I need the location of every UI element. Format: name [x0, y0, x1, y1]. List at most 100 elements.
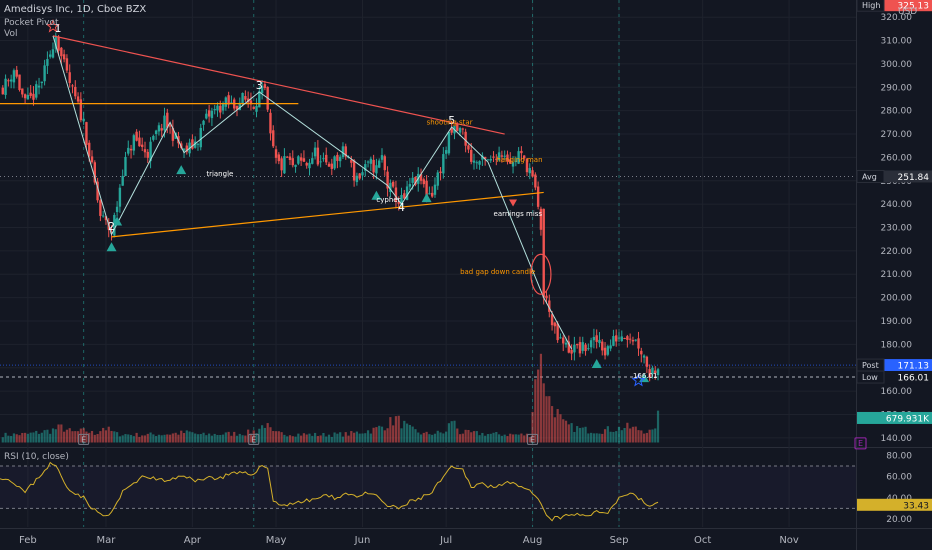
volume-bar — [247, 429, 250, 443]
candle-body — [35, 84, 38, 98]
candle-body — [32, 93, 35, 100]
volume-bar — [620, 430, 623, 443]
candle-body — [244, 96, 247, 100]
volume-bar — [29, 432, 32, 443]
rsi-title: RSI (10, close) — [4, 452, 69, 462]
candle-body — [68, 72, 71, 83]
candle-body — [436, 172, 439, 186]
pivot-label-1: 1 — [54, 22, 61, 35]
candle-body — [344, 146, 347, 157]
candle-body — [207, 110, 211, 117]
volume-bar — [113, 431, 116, 443]
annotation-label: hanging man — [496, 156, 542, 164]
volume-bar — [135, 432, 138, 443]
time-tick-label: Mar — [97, 535, 117, 546]
volume-bar — [629, 428, 632, 443]
candle-body — [405, 186, 409, 200]
candle-body — [534, 174, 537, 188]
pattern-path — [52, 35, 573, 350]
candle-body — [408, 184, 412, 187]
candle-body — [361, 172, 364, 176]
volume-bar — [400, 428, 403, 443]
candle-body — [316, 147, 320, 165]
candle-body — [90, 156, 94, 163]
volume-bar — [132, 436, 135, 443]
earnings-icon-label: E — [530, 435, 535, 444]
candle-body — [570, 349, 573, 354]
candle-body — [93, 162, 97, 183]
candle-body — [327, 163, 331, 167]
time-tick-label: May — [266, 535, 287, 546]
candle-body — [562, 337, 565, 344]
candle-body — [581, 342, 584, 351]
volume-bar — [12, 433, 16, 443]
volume-bar — [559, 414, 562, 443]
candle-body — [651, 367, 654, 375]
volume-bar — [375, 427, 378, 443]
high-star-icon — [45, 19, 61, 33]
candle-body — [364, 164, 367, 171]
rsi-tick-label: 80.00 — [886, 451, 912, 461]
candle-body — [403, 193, 406, 199]
candle-body — [575, 344, 579, 346]
volume-bar — [584, 426, 587, 443]
candle-body — [338, 156, 342, 162]
volume-bar — [389, 417, 392, 443]
candle-body — [26, 94, 30, 100]
volume-bar — [450, 421, 453, 443]
candle-body — [333, 156, 336, 169]
candle-body — [1, 87, 4, 95]
volume-bar — [272, 431, 275, 443]
candle-body — [7, 80, 10, 82]
volume-bar — [626, 422, 629, 443]
candle-body — [168, 125, 172, 127]
volume-bar — [227, 431, 230, 443]
price-scale-tag-box — [856, 169, 885, 183]
candle-body — [319, 161, 322, 163]
candle-body — [129, 148, 133, 151]
candle-body — [497, 152, 501, 160]
volume-bar — [336, 433, 339, 443]
candle-body — [536, 186, 540, 207]
candle-body — [495, 158, 498, 160]
volume-bar — [171, 433, 174, 443]
candle-body — [62, 54, 66, 60]
volume-bar — [531, 412, 534, 443]
candle-body — [154, 130, 158, 135]
volume-bar — [202, 432, 205, 443]
rsi-band — [0, 465, 856, 509]
volume-bar — [143, 435, 147, 443]
volume-bar — [152, 434, 155, 443]
candle-body — [132, 135, 136, 151]
candle-body — [174, 132, 177, 139]
price-scale-value: 251.84 — [898, 173, 930, 183]
candle-body — [492, 156, 495, 158]
volume-bar — [168, 434, 172, 443]
candle-body — [252, 106, 255, 109]
candle-body — [366, 161, 370, 163]
rsi-line — [0, 461, 659, 522]
volume-bar — [79, 428, 82, 443]
volume-bar — [523, 435, 526, 443]
volume-bar — [464, 429, 467, 443]
volume-bar — [651, 429, 654, 443]
price-scale-tag: Low — [862, 373, 878, 382]
volume-bar — [26, 433, 29, 443]
candle-body — [564, 342, 568, 345]
volume-bar — [598, 433, 601, 443]
candle-body — [380, 155, 384, 160]
price-tick-label: 220.00 — [881, 247, 913, 257]
volume-bar — [433, 433, 437, 443]
price-tick-label: 190.00 — [881, 317, 913, 327]
volume-bar — [149, 432, 152, 443]
volume-bar — [601, 433, 604, 443]
volume-bar — [43, 430, 46, 443]
candle-body — [313, 147, 317, 157]
volume-bar — [118, 436, 121, 443]
earnings-icon-label: E — [81, 435, 86, 444]
volume-bar — [425, 431, 428, 443]
price-scale-value: 166.01 — [898, 374, 930, 384]
candle-body — [227, 95, 230, 105]
pocket-pivot-label: Pocket Pivot — [4, 18, 59, 28]
